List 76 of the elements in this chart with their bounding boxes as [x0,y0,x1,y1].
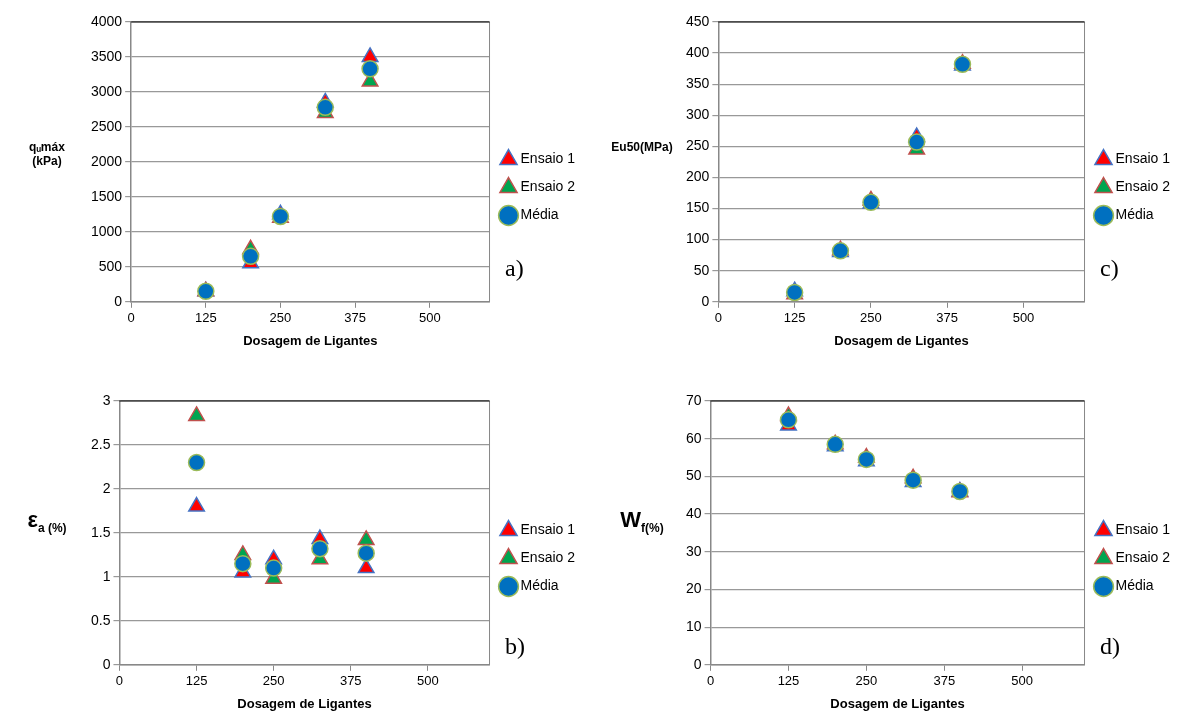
text: b) [505,633,525,660]
y-tick-label: 1500 [90,187,123,204]
x-tick-label: 500 [418,310,441,326]
x-tick-label: 250 [855,673,878,689]
x-tick-label: 375 [339,673,362,689]
y-tick-label: 400 [686,43,710,60]
y-tick-label: 60 [685,429,702,446]
y-tick-label: 3 [102,391,111,408]
y-tick-label: 20 [685,580,702,597]
y-tick-label: 0 [693,655,702,672]
y-tick-label: 40 [685,504,702,521]
x-tick-label: 500 [1011,673,1034,689]
text: a) [505,255,524,282]
legend-label: Média [1115,577,1154,594]
x-tick-label: 375 [933,673,956,689]
x-tick-label: 250 [860,310,882,326]
x-tick-label: 250 [262,673,285,689]
y-tick-label: 3000 [90,82,123,99]
y-tick-label: 200 [686,168,710,185]
y-tick-label: 2500 [90,117,123,134]
y-tick-label: 500 [98,257,123,274]
x-axis-title: Dosagem de Ligantes [237,695,372,711]
x-tick-label: 500 [1012,310,1035,326]
y-tick-label: 0 [114,292,123,309]
text: c) [1100,255,1119,282]
y-tick-label: 2 [102,479,111,496]
y-tick-label: 350 [686,75,710,92]
y-tick-label: 450 [686,12,710,29]
x-tick-label: 0 [127,310,135,326]
legend-label: Média [520,577,559,594]
legend-label: Ensaio 1 [1115,150,1171,167]
y-tick-label: 4000 [90,12,123,29]
x-tick-label: 375 [936,310,959,326]
legend-label: Ensaio 1 [520,521,576,538]
y-tick-label: 70 [685,391,702,408]
legend-label: Ensaio 2 [1115,549,1171,566]
y-tick-label: 10 [685,617,702,634]
x-tick-label: 125 [194,310,217,326]
legend-label: Ensaio 2 [520,178,576,195]
y-tick-label: 1000 [90,222,123,239]
y-tick-label: 50 [685,467,702,484]
y-tick-label: 0.5 [90,611,111,628]
x-tick-label: 125 [777,673,800,689]
y-tick-label: 30 [685,542,702,559]
legend-label: Ensaio 2 [520,549,576,566]
y-tick-label: 50 [693,261,710,278]
x-axis-title: Dosagem de Ligantes [830,695,965,711]
y-tick-label: 100 [686,230,710,247]
y-axis-title: Eu50(MPa) [610,140,674,154]
x-axis-title: Dosagem de Ligantes [243,332,378,348]
y-axis-title: W$_{f(%)}$ [619,507,665,536]
y-tick-label: 2000 [90,152,123,169]
y-tick-label: 300 [686,106,710,123]
x-tick-label: 500 [416,673,439,689]
legend-label: Ensaio 1 [1115,521,1171,538]
x-axis-title: Dosagem de Ligantes [834,332,969,348]
y-tick-label: 150 [686,199,710,216]
x-tick-label: 375 [344,310,366,326]
legend-label: Ensaio 2 [1115,178,1171,195]
legend-label: Média [1115,206,1154,223]
y-tick-label: 1.5 [90,523,111,540]
legend-label: Ensaio 1 [520,150,576,167]
y-axis-title: ε$_{a (%)}$ [26,507,68,536]
x-tick-label: 125 [185,673,208,689]
x-tick-label: 0 [714,310,722,326]
legend-label: Média [520,206,559,223]
y-tick-label: 250 [686,137,710,154]
x-tick-label: 250 [269,310,292,326]
y-tick-label: 3500 [90,47,123,64]
y-tick-label: 1 [102,567,111,584]
y-tick-label: 2.5 [90,435,111,452]
y-axis-title: qᵤmáx (kPa) [28,140,66,168]
y-tick-label: 0 [102,655,111,672]
x-tick-label: 125 [783,310,806,326]
text: d) [1100,633,1120,660]
y-tick-label: 0 [701,292,710,309]
